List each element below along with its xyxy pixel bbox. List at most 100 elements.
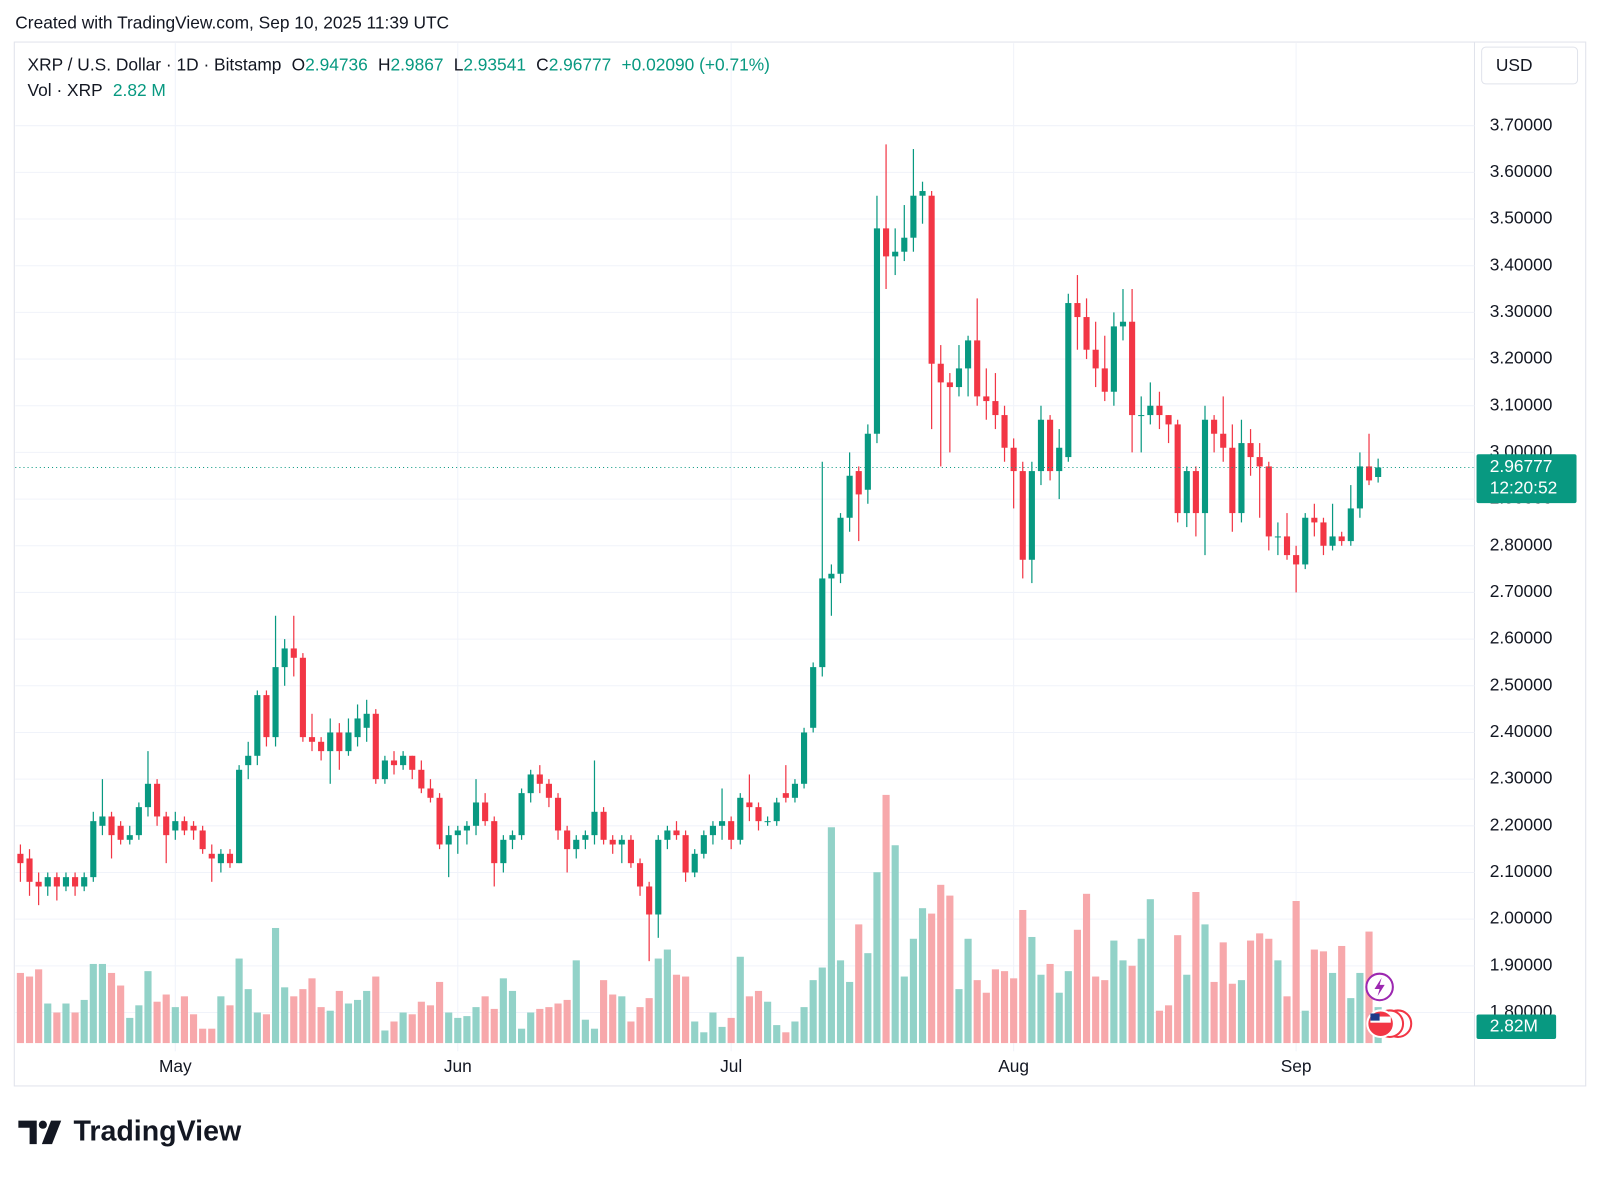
candle-body xyxy=(117,825,124,840)
volume-bar xyxy=(189,1014,198,1044)
volume-bar xyxy=(1046,963,1054,1044)
volume-bar xyxy=(618,996,626,1044)
volume-bar xyxy=(126,1017,134,1044)
volume-bar xyxy=(991,969,999,1044)
candle-body xyxy=(1375,467,1382,477)
volume-bar xyxy=(1128,965,1136,1044)
candle-body xyxy=(1220,433,1227,448)
volume-bar xyxy=(253,1012,261,1044)
volume-bar xyxy=(627,1021,635,1044)
volume-bar xyxy=(436,981,444,1044)
volume-bar xyxy=(326,1010,334,1044)
candle-body xyxy=(1211,419,1218,434)
candle-body xyxy=(728,821,735,840)
volume-bar xyxy=(864,953,872,1044)
volume-bar xyxy=(536,1008,544,1044)
candle-body xyxy=(609,839,616,845)
volume-bar xyxy=(299,989,307,1044)
volume-bar xyxy=(44,1003,52,1044)
price-badge xyxy=(1476,454,1577,504)
volume-bar xyxy=(117,985,125,1044)
volume-bar xyxy=(353,999,362,1044)
volume-bar xyxy=(1292,901,1300,1044)
currency-button[interactable] xyxy=(1481,46,1579,85)
candle-body xyxy=(646,886,653,915)
volume-bar xyxy=(654,958,662,1044)
candle-body xyxy=(1265,466,1272,537)
volume-bar xyxy=(1137,938,1145,1044)
candle-body xyxy=(1347,508,1354,542)
volume-bar xyxy=(1019,909,1027,1044)
y-tick-label: 2.00000 xyxy=(1490,908,1553,928)
candle-body xyxy=(946,382,953,388)
volume-bar xyxy=(572,960,580,1044)
candle-body xyxy=(992,401,999,416)
candle-body xyxy=(436,797,443,845)
indicator-icons[interactable] xyxy=(1365,972,1413,1038)
candle-body xyxy=(1083,317,1090,350)
volume-bar xyxy=(1265,938,1273,1044)
volume-bar xyxy=(672,974,681,1044)
candle-body xyxy=(1365,466,1373,481)
change: +0.02090 (+0.71%) xyxy=(622,54,770,74)
volume-bar xyxy=(98,963,106,1044)
volume-bar xyxy=(964,938,972,1044)
candle-body xyxy=(764,821,771,823)
candle-body xyxy=(1065,303,1072,458)
y-tick-label: 3.30000 xyxy=(1490,301,1553,321)
volume-bar xyxy=(426,1005,435,1044)
candle-body xyxy=(1247,443,1254,458)
chart-frame xyxy=(13,41,1587,1087)
logo-mark xyxy=(41,1120,62,1145)
candle-body xyxy=(1311,517,1318,523)
volume-bar xyxy=(317,1007,325,1044)
candle-body xyxy=(1047,419,1054,472)
candle-body xyxy=(409,755,416,770)
candle-body xyxy=(983,396,990,402)
volume-bar xyxy=(1000,971,1009,1044)
candle-body xyxy=(272,667,279,738)
volume-bar xyxy=(153,1001,161,1044)
volume-bar xyxy=(1119,960,1127,1044)
axes: 1.800001.900002.000002.100002.200002.300… xyxy=(15,114,1577,1076)
volume-bar xyxy=(782,1032,790,1044)
volume-bar xyxy=(1338,945,1346,1044)
candle-body xyxy=(782,793,789,798)
volume-bar xyxy=(754,990,763,1044)
brand-logo: TradingView xyxy=(18,1115,242,1147)
price-badge-label: 2.96777 xyxy=(1490,456,1553,476)
candle-body xyxy=(855,471,862,495)
symbol: XRP / U.S. Dollar · 1D · Bitstamp xyxy=(28,54,282,74)
candle-body xyxy=(1165,415,1172,425)
ohlc-legend: XRP / U.S. Dollar · 1D · Bitstamp O2.9473… xyxy=(28,54,770,74)
y-tick-label: 2.50000 xyxy=(1490,674,1553,694)
currency: USD xyxy=(1496,55,1533,75)
volume-bar xyxy=(508,990,517,1044)
y-tick-label: 2.60000 xyxy=(1490,628,1553,648)
candle-body xyxy=(883,228,890,257)
volume-bar xyxy=(645,998,653,1044)
volume-bar xyxy=(1028,936,1036,1044)
volume-bar xyxy=(818,967,826,1044)
y-tick-label: 2.40000 xyxy=(1490,721,1553,741)
x-tick-label: Jun xyxy=(444,1056,472,1076)
volume-bar xyxy=(554,1003,562,1044)
candle-body xyxy=(901,237,908,252)
volume-bar xyxy=(973,980,981,1044)
candle-body xyxy=(308,737,316,742)
volume-bar xyxy=(800,1007,808,1044)
candle-body xyxy=(72,877,79,887)
candles xyxy=(17,144,1382,962)
candle-body xyxy=(1147,405,1154,416)
candle-body xyxy=(53,877,60,887)
volume-bar xyxy=(1319,951,1328,1044)
candle-body xyxy=(892,251,899,257)
volume-bar xyxy=(62,1003,70,1044)
volume-bar xyxy=(454,1017,462,1044)
candle-body xyxy=(1119,321,1127,327)
y-tick-label: 3.20000 xyxy=(1490,348,1553,368)
volume-bar xyxy=(445,1012,453,1044)
volume-bar xyxy=(1110,940,1118,1044)
volume-bar xyxy=(1347,998,1355,1044)
